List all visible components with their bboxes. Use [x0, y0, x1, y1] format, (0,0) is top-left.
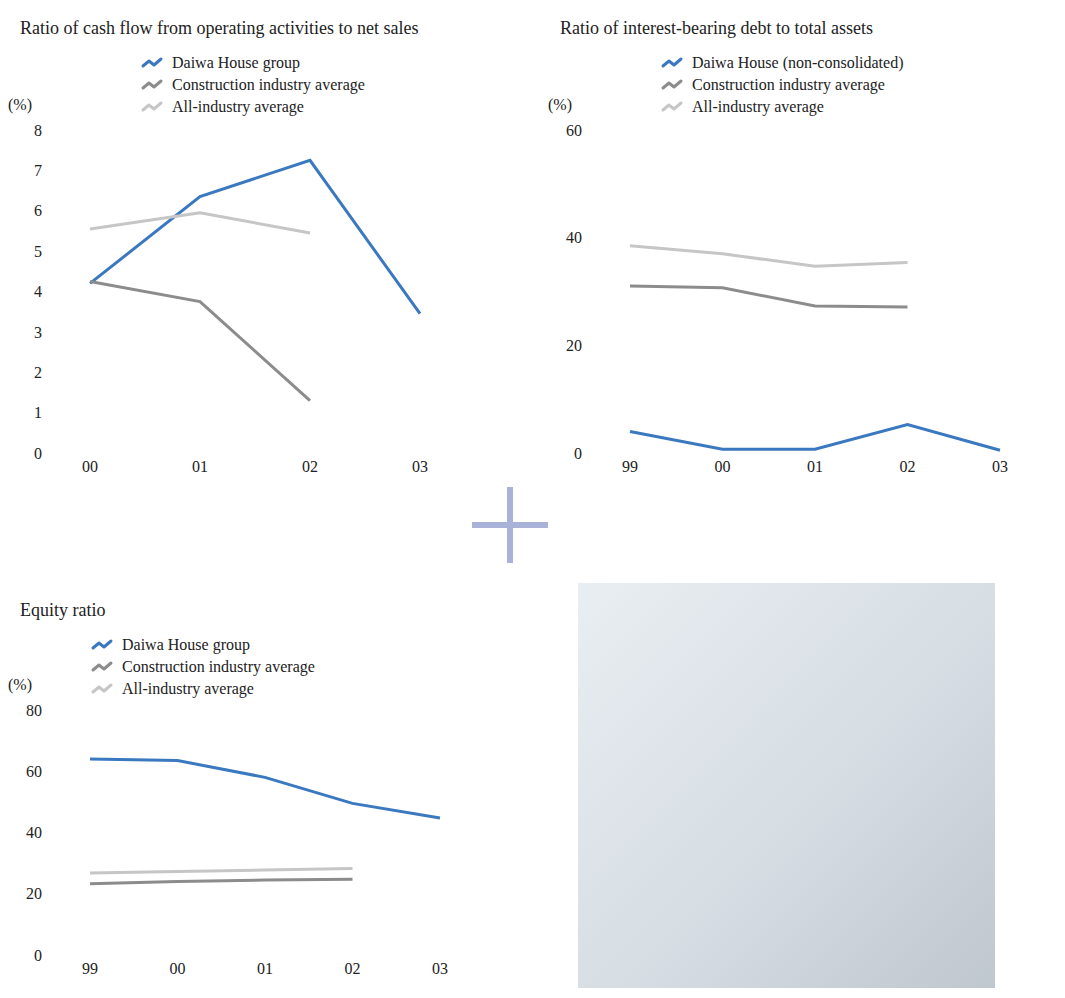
html-text:All-industry average: All-industry average [122, 680, 254, 697]
svg-text:02: 02 [302, 458, 318, 475]
svg-text:3: 3 [34, 324, 42, 341]
html-text:All-industry average: All-industry average [692, 98, 824, 115]
html-text:Daiwa House (non-consolidated): Daiwa House (non-consolidated) [692, 54, 904, 71]
svg-text:0: 0 [574, 445, 582, 462]
svg-text:20: 20 [566, 337, 582, 354]
svg-text:4: 4 [34, 283, 42, 300]
svg-text:99: 99 [622, 458, 638, 475]
svg-text:00: 00 [715, 458, 731, 475]
svg-text:03: 03 [412, 458, 428, 475]
svg-text:40: 40 [566, 229, 582, 246]
svg-text:5: 5 [34, 243, 42, 260]
svg-text:6: 6 [34, 202, 42, 219]
svg-text:01: 01 [192, 458, 208, 475]
svg-text:00: 00 [170, 960, 186, 977]
svg-text:99: 99 [82, 960, 98, 977]
svg-text:8: 8 [34, 122, 42, 139]
svg-text:2: 2 [34, 364, 42, 381]
svg-text:1: 1 [34, 404, 42, 421]
html-text:Construction industry average: Construction industry average [692, 76, 885, 93]
svg-text:0: 0 [34, 445, 42, 462]
html-text:Ratio of cash flow from operat: Ratio of cash flow from operating activi… [20, 18, 419, 38]
svg-text:02: 02 [900, 458, 916, 475]
svg-text:02: 02 [345, 960, 361, 977]
svg-text:20: 20 [26, 885, 42, 902]
html-text:Daiwa House group: Daiwa House group [172, 54, 300, 71]
html-text:Daiwa House group: Daiwa House group [122, 636, 250, 653]
svg-text:0: 0 [34, 947, 42, 964]
html-text:Construction industry average: Construction industry average [122, 658, 315, 675]
html-text:Construction industry average: Construction industry average [172, 76, 365, 93]
html-text:Ratio of interest-bearing debt: Ratio of interest-bearing debt to total … [560, 18, 873, 38]
html-text:All-industry average: All-industry average [172, 98, 304, 115]
svg-text:7: 7 [34, 162, 42, 179]
svg-text:01: 01 [807, 458, 823, 475]
svg-text:03: 03 [432, 960, 448, 977]
svg-text:00: 00 [82, 458, 98, 475]
svg-text:60: 60 [566, 122, 582, 139]
html-text:Equity ratio: Equity ratio [20, 600, 106, 620]
svg-text:60: 60 [26, 763, 42, 780]
svg-text:01: 01 [257, 960, 273, 977]
svg-text:80: 80 [26, 702, 42, 719]
svg-text:40: 40 [26, 824, 42, 841]
svg-text:03: 03 [992, 458, 1008, 475]
